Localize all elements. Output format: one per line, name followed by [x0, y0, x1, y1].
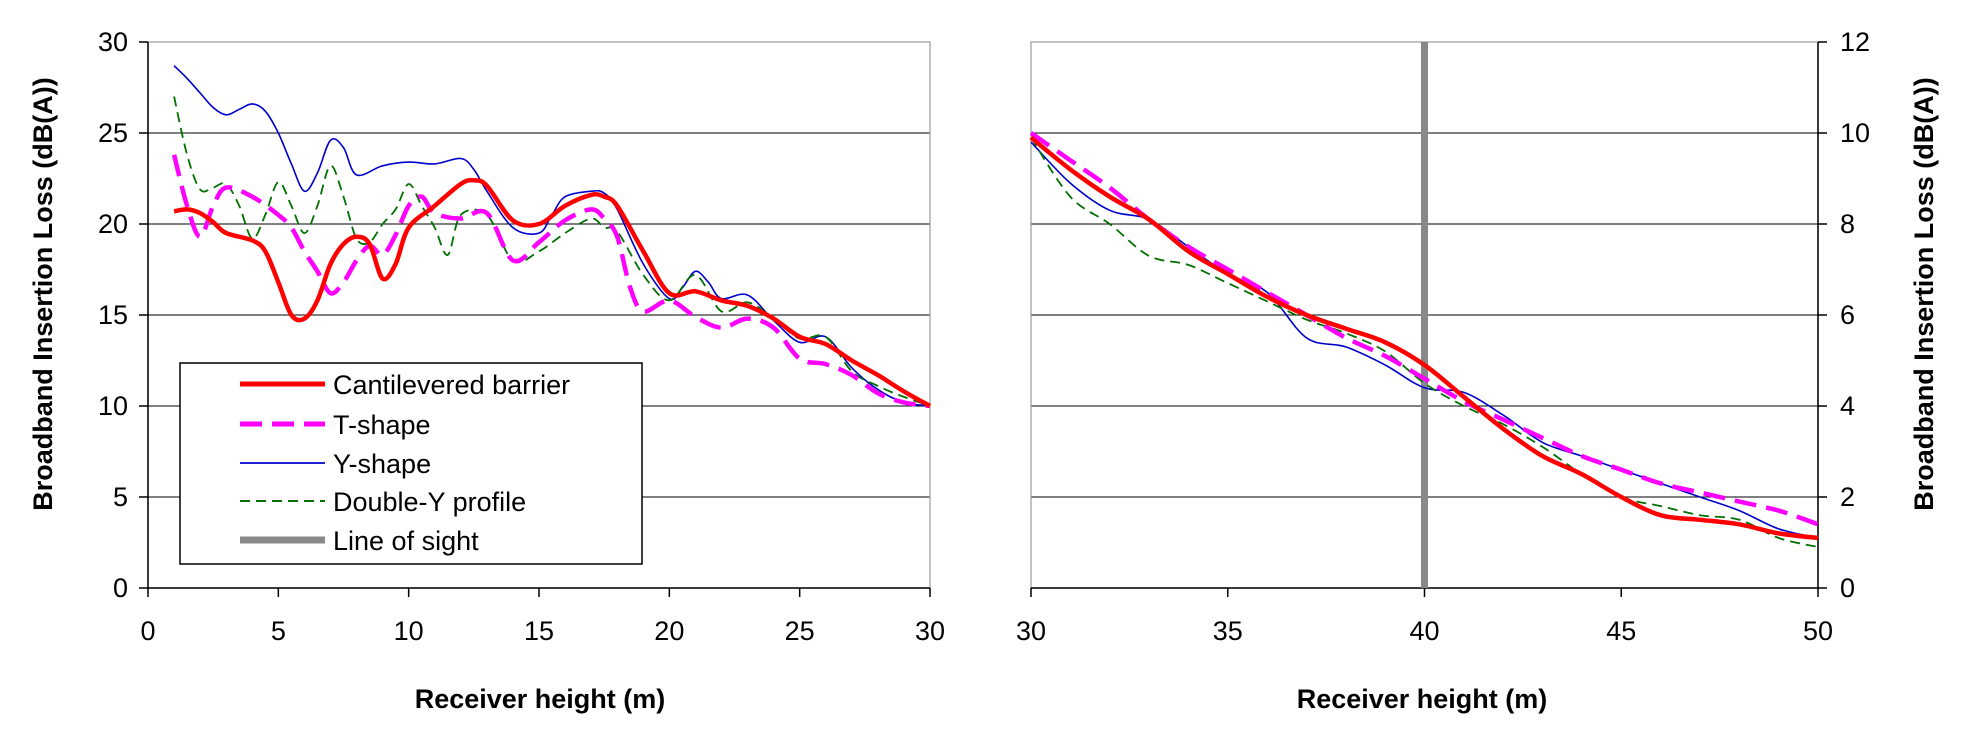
right-x-tick-label: 30 — [1016, 616, 1046, 646]
right-y-tick-label: 6 — [1840, 300, 1855, 330]
left-x-tick-label: 25 — [785, 616, 815, 646]
right-x-tick-label: 35 — [1213, 616, 1243, 646]
left-x-tick-label: 20 — [654, 616, 684, 646]
legend-label-cantilevered: Cantilevered barrier — [333, 370, 570, 400]
left-y-tick-label: 30 — [98, 27, 128, 57]
left-y-tick-label: 0 — [113, 573, 128, 603]
left-y-tick-label: 5 — [113, 482, 128, 512]
left-y-tick-label: 20 — [98, 209, 128, 239]
left-x-tick-label: 10 — [394, 616, 424, 646]
right-y-tick-label: 4 — [1840, 391, 1855, 421]
legend: Cantilevered barrier T-shape Y-shape Dou… — [179, 362, 643, 565]
left-x-axis-title: Receiver height (m) — [415, 684, 666, 714]
left-y-tick-label: 15 — [98, 300, 128, 330]
right-y-tick-label: 2 — [1840, 482, 1855, 512]
left-series-y-shape — [173, 65, 931, 407]
left-series-cantilevered-barrier — [173, 177, 932, 408]
right-y-tick-label: 8 — [1840, 209, 1855, 239]
left-x-tick-label: 0 — [140, 616, 155, 646]
right-y-tick-label: 10 — [1840, 118, 1870, 148]
right-y-tick-label: 12 — [1840, 27, 1870, 57]
left-y-tick-label: 10 — [98, 391, 128, 421]
right-series-double-y-profile — [1030, 137, 1819, 548]
left-chart: 0 5 10 15 20 25 30 0 5 10 15 20 25 30 — [98, 27, 945, 646]
legend-label-y-shape: Y-shape — [333, 449, 431, 479]
right-series-cantilevered-barrier — [1029, 135, 1819, 541]
left-x-tick-label: 5 — [271, 616, 286, 646]
left-y-axis-title: Broadband Insertion Loss (dB(A)) — [28, 77, 58, 511]
right-x-tick-label: 45 — [1606, 616, 1636, 646]
left-y-tick-label: 25 — [98, 118, 128, 148]
left-series-t-shape — [171, 154, 931, 409]
legend-label-line-of-sight: Line of sight — [333, 526, 479, 556]
legend-label-t-shape: T-shape — [333, 410, 431, 440]
right-x-axis-title: Receiver height (m) — [1297, 684, 1548, 714]
right-chart: 30 35 40 45 500 2 4 6 8 10 12 — [1016, 27, 1870, 646]
legend-label-double-y: Double-Y profile — [333, 487, 526, 517]
right-y-axis-title: Broadband Insertion Loss (dB(A)) — [1909, 77, 1939, 511]
right-x-tick-label: 40 — [1409, 616, 1439, 646]
left-series-double-y-profile — [173, 96, 931, 407]
left-x-tick-label: 30 — [915, 616, 945, 646]
right-x-tick-label: 50 — [1803, 616, 1833, 646]
left-x-tick-label: 15 — [524, 616, 554, 646]
right-y-tick-label: 0 — [1840, 573, 1855, 603]
